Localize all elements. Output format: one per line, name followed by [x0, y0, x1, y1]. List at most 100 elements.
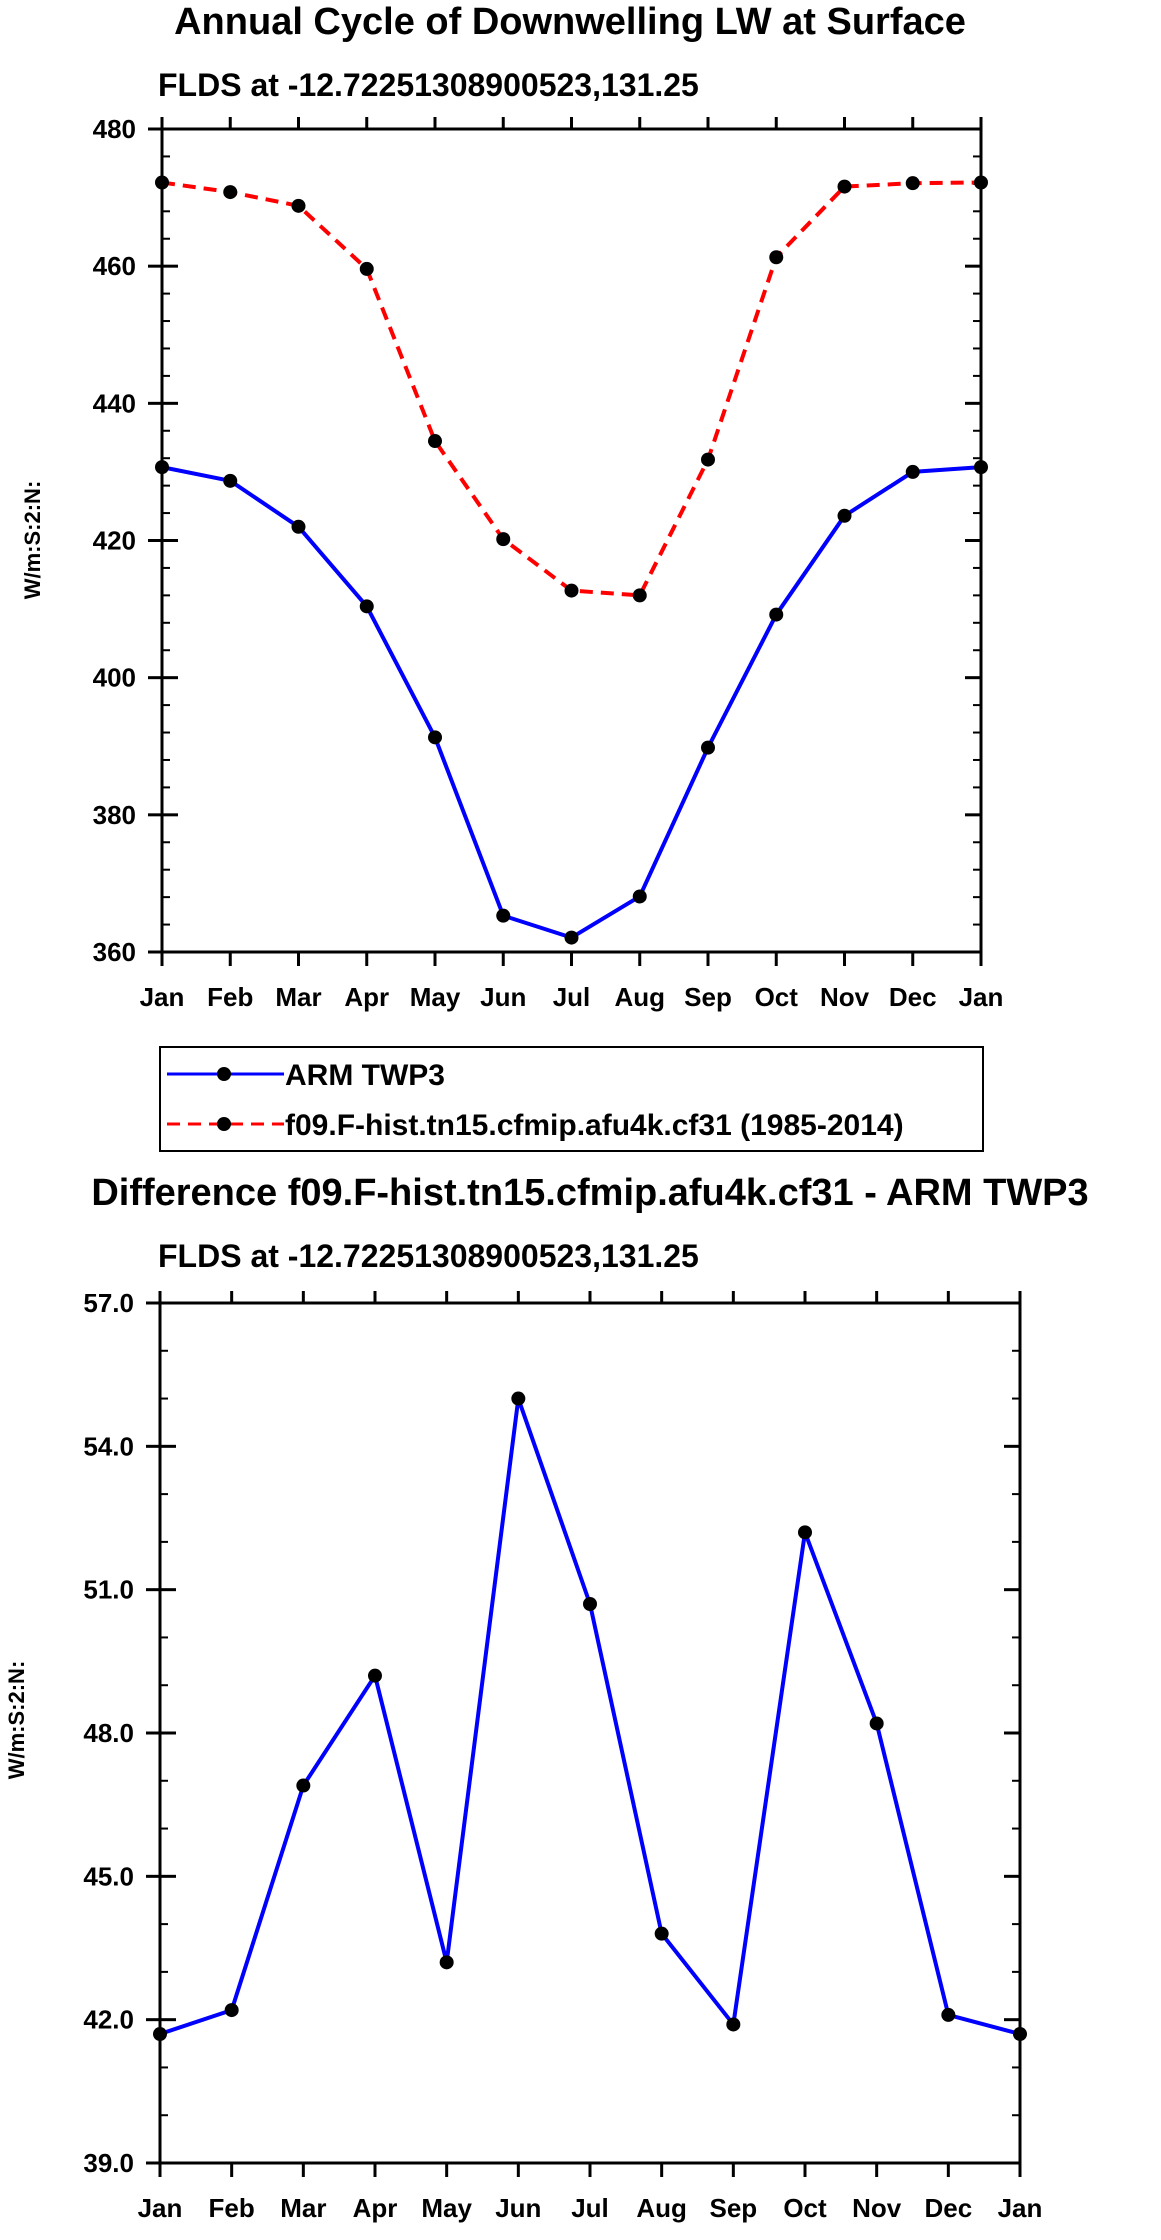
chart-2-x-tick-label: Jan	[998, 2193, 1043, 2223]
chart-1-y-tick-label: 380	[93, 800, 136, 830]
chart-2-y-tick-label: 57.0	[83, 1288, 134, 1318]
chart-1-subtitle: FLDS at -12.72251308900523,131.25	[158, 67, 699, 103]
chart-1-series-line-0	[161, 465, 982, 940]
chart-1-x-tick-label: Nov	[820, 982, 870, 1012]
chart-1-x-tick-label: Jan	[959, 982, 1004, 1012]
chart-1-x-tick-label: Mar	[275, 982, 321, 1012]
chart-2-x-tick-label: Nov	[852, 2193, 902, 2223]
chart-2-x-tick-label: Jun	[495, 2193, 541, 2223]
chart-2-subtitle: FLDS at -12.72251308900523,131.25	[158, 1238, 699, 1274]
chart-1-ticks	[148, 117, 983, 966]
chart-2-series-0-point	[941, 2007, 956, 2022]
chart-1-x-tick-label: Jul	[553, 982, 591, 1012]
chart-1-x-tick-label: Jun	[480, 982, 526, 1012]
chart-1-y-tick-label: 460	[93, 251, 136, 281]
chart-2-x-tick-label: Sep	[709, 2193, 757, 2223]
chart-1-title: Annual Cycle of Downwelling LW at Surfac…	[174, 1, 966, 43]
chart-2-series-0-point	[869, 1716, 884, 1731]
chart-1-plot-frame	[160, 127, 983, 954]
chart-1-series-0-point	[564, 930, 579, 945]
chart-1-x-tick-label: Apr	[344, 982, 389, 1012]
legend-label-model: f09.F-hist.tn15.cfmip.afu4k.cf31 (1985-2…	[285, 1109, 904, 1142]
chart-2-x-tick-label: May	[421, 2193, 472, 2223]
chart-1-series-0-point	[837, 508, 852, 523]
legend-marker-model	[217, 1117, 231, 1131]
chart-2-series-line-0	[159, 1396, 1021, 2036]
chart-2-y-tick-label: 54.0	[83, 1431, 134, 1461]
chart-2-y-tick-label: 48.0	[83, 1718, 134, 1748]
chart-2-x-tick-label: Oct	[783, 2193, 827, 2223]
chart-1-series-0-point	[291, 519, 306, 534]
legend-frame	[159, 1046, 984, 1152]
chart-1-x-tick-label: Oct	[755, 982, 799, 1012]
chart-1-series-1-point	[701, 452, 715, 467]
chart-1-y-tick-label: 480	[93, 114, 136, 144]
chart-2-x-tick-label: Mar	[280, 2193, 326, 2223]
chart-1-x-tick-label: Sep	[684, 982, 732, 1012]
chart-1-series-1-point	[905, 176, 920, 191]
chart-2-series-0-point	[439, 1955, 454, 1970]
chart-1-series-1-point	[155, 175, 169, 190]
chart-2-x-tick-labels: Jan Feb Mar Apr May Jun Jul Aug Sep Oct Nov Dec Jan	[138, 2193, 1043, 2223]
chart-2-y-tick-label: 45.0	[83, 1861, 134, 1891]
chart-1-x-tick-label: Jan	[140, 982, 185, 1012]
chart-1-series-1-point	[769, 250, 784, 265]
chart-1-series-0-point	[155, 460, 169, 475]
chart-2-y-tick-labels: 39.0 42.0 45.0 48.0 51.0 54.0 57.0	[83, 1288, 134, 2178]
chart-2-ticks	[146, 1291, 1022, 2177]
chart-1-series-0-point	[769, 607, 784, 622]
chart-1-series-0-point	[701, 740, 715, 755]
chart-1-series-0-point	[905, 464, 920, 479]
chart-2-series-0-point	[726, 2017, 741, 2032]
chart-1-y-tick-label: 440	[93, 388, 136, 418]
chart-2-y-tick-label: 51.0	[83, 1575, 134, 1605]
chart-2-plot-frame	[158, 1301, 1022, 2165]
chart-2-series-0-point	[511, 1391, 526, 1406]
chart-1-x-tick-label: Dec	[889, 982, 937, 1012]
chart-2-series-0-point	[654, 1926, 669, 1941]
chart-2: Difference f09.F-hist.tn15.cfmip.afu4k.c…	[4, 1172, 1089, 2223]
chart-1-x-tick-label: May	[410, 982, 461, 1012]
chart-2-ylabel: W/m:S:2:N:	[4, 1661, 29, 1780]
chart-1-series-0-point	[359, 599, 374, 614]
chart-2-x-tick-label: Dec	[924, 2193, 972, 2223]
chart-2-x-tick-label: Jan	[138, 2193, 183, 2223]
chart-2-series-0-point	[1013, 2027, 1027, 2041]
chart-1-x-tick-labels: Jan Feb Mar Apr May Jun Jul Aug Sep Oct Nov Dec Jan	[140, 982, 1004, 1012]
chart-1-series-1-point	[223, 185, 238, 200]
chart-1-series-0-point	[496, 908, 511, 923]
chart-1-y-tick-labels: 360 380 400 420 440 460 480	[93, 114, 136, 967]
chart-1-series-1-point	[837, 179, 852, 194]
chart-1-series-1-point	[564, 583, 579, 598]
chart-1-series-0-point	[632, 889, 647, 904]
chart-1-series-0-point	[223, 473, 238, 488]
chart-2-series-0-point	[368, 1668, 382, 1683]
chart-2-series	[153, 1391, 1027, 2041]
chart-2-series-0-point	[583, 1597, 597, 1611]
chart-1-series-1-point	[632, 588, 647, 603]
legend-label-arm-twp3: ARM TWP3	[285, 1059, 445, 1092]
chart-1-series	[155, 175, 988, 945]
chart-1-x-tick-label: Feb	[207, 982, 253, 1012]
chart-1-legend: ARM TWP3 f09.F-hist.tn15.cfmip.afu4k.cf3…	[159, 1046, 984, 1152]
chart-2-series-0-point	[224, 2003, 239, 2018]
chart-1-y-tick-label: 400	[93, 663, 136, 693]
chart-1-y-tick-label: 420	[93, 526, 136, 556]
chart-2-x-tick-label: Apr	[353, 2193, 398, 2223]
chart-2-series-0-point	[296, 1778, 311, 1793]
chart-2-x-tick-label: Feb	[209, 2193, 255, 2223]
chart-1-series-0-point	[428, 730, 442, 745]
chart-2-series-0-point	[153, 2027, 167, 2041]
chart-2-y-tick-label: 39.0	[83, 2148, 134, 2178]
chart-1-series-1-point	[974, 175, 988, 190]
chart-1-series-1-point	[359, 261, 374, 276]
chart-1-series-1-point	[496, 532, 511, 547]
chart-1-ylabel: W/m:S:2:N:	[20, 481, 45, 600]
chart-1-series-0-point	[974, 460, 988, 475]
chart-2-y-tick-label: 42.0	[83, 2005, 134, 2035]
chart-2-series-0-point	[798, 1525, 812, 1540]
chart-1-x-tick-label: Aug	[614, 982, 665, 1012]
chart-1-series-1-point	[291, 198, 306, 213]
legend-marker-arm-twp3	[217, 1067, 231, 1081]
